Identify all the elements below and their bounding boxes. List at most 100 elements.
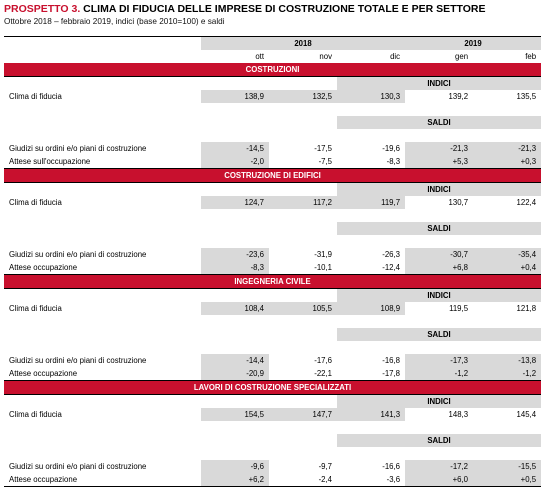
section-header-row: LAVORI DI COSTRUZIONE SPECIALIZZATI (4, 380, 542, 395)
value-cell: 135,5 (473, 90, 542, 103)
confidence-table: 2018 2019 ott nov dic gen feb COSTRUZIONI INDICI… (4, 36, 542, 487)
table-row: Clima di fiducia 138,9 132,5 130,3 139,2 135,… (4, 90, 542, 103)
blank-cell (201, 77, 269, 91)
value-cell: -20,9 (201, 367, 269, 381)
saldi-label: SALDI (337, 434, 542, 447)
table-row: Attese occupazione -20,9 -22,1 -17,8 -1,2 -1,… (4, 367, 542, 381)
indici-label: INDICI (337, 182, 542, 196)
blank-cell (4, 77, 201, 91)
year-header-row: 2018 2019 (4, 36, 542, 50)
blank-cell (201, 434, 269, 447)
spacer-cell (4, 447, 541, 460)
blank-cell (4, 289, 201, 303)
month-header: nov (319, 52, 332, 61)
table-row: Giudizi su ordini e/o piani di costruzio… (4, 142, 542, 155)
value-cell: +0,3 (473, 155, 542, 169)
value-cell: 145,4 (473, 408, 542, 421)
blank-cell (201, 289, 269, 303)
value-cell: -21,3 (405, 142, 474, 155)
spacer-row (4, 129, 541, 142)
blank-cell (4, 328, 201, 341)
table-row: Clima di fiducia 108,4 105,5 108,9 119,5 121,… (4, 302, 542, 315)
blank-cell (269, 116, 337, 129)
row-label: Attese occupazione (4, 261, 201, 275)
spacer-row (4, 315, 541, 328)
value-cell: -16,8 (337, 354, 406, 367)
value-cell: -9,7 (269, 460, 337, 473)
indici-label: INDICI (337, 76, 542, 90)
spacer-cell (4, 341, 541, 354)
value-cell: +0,5 (473, 473, 542, 487)
row-label: Attese occupazione (4, 367, 201, 381)
value-cell: -8,3 (337, 155, 406, 169)
spacer-row (4, 341, 541, 354)
saldi-label: SALDI (337, 116, 542, 129)
blank-cell (4, 116, 201, 129)
value-cell: +5,3 (405, 155, 474, 169)
indici-row: INDICI (4, 182, 542, 197)
title-lead: PROSPETTO 3. (4, 3, 81, 15)
value-cell: 154,5 (201, 408, 269, 421)
saldi-row: SALDI (4, 434, 542, 447)
section-header-row: COSTRUZIONE DI EDIFICI (4, 168, 542, 183)
blank-cell (269, 222, 337, 235)
blank-cell (4, 434, 201, 447)
value-cell: -2,0 (201, 155, 269, 169)
blank-cell (269, 395, 337, 409)
row-label: Clima di fiducia (9, 304, 62, 313)
value-cell: 148,3 (405, 408, 474, 421)
year-header: 2019 (405, 36, 542, 50)
value-cell: -23,6 (201, 248, 269, 261)
month-header-blank (4, 50, 201, 63)
value-cell: -7,5 (269, 155, 337, 169)
value-cell: +0,4 (473, 261, 542, 275)
value-cell: -1,2 (405, 367, 474, 381)
title-rest: CLIMA DI FIDUCIA DELLE IMPRESE DI COSTRU… (80, 3, 486, 15)
blank-cell (269, 183, 337, 197)
month-header-row: ott nov dic gen feb (4, 50, 541, 63)
blank-cell (201, 328, 269, 341)
spacer-cell (4, 209, 541, 222)
value-cell: 130,7 (405, 196, 474, 209)
year-header-blank (4, 36, 201, 50)
spacer-row (4, 103, 541, 116)
saldi-row: SALDI (4, 328, 542, 341)
row-label: Clima di fiducia (9, 198, 62, 207)
value-cell: -10,1 (269, 261, 337, 275)
saldi-label: SALDI (337, 222, 542, 235)
value-cell: -14,4 (201, 354, 269, 367)
section-title: INGEGNERIA CIVILE (4, 274, 542, 289)
section-title: COSTRUZIONI (4, 63, 542, 77)
value-cell: 105,5 (269, 302, 337, 315)
indici-label: INDICI (337, 394, 542, 408)
year-header: 2018 (201, 36, 406, 50)
value-cell: -22,1 (269, 367, 337, 381)
section-title: COSTRUZIONE DI EDIFICI (4, 168, 542, 183)
saldi-row: SALDI (4, 222, 542, 235)
value-cell: 132,5 (269, 90, 337, 103)
value-cell: -30,7 (405, 248, 474, 261)
blank-cell (4, 183, 201, 197)
value-cell: -17,3 (405, 354, 474, 367)
row-label: Attese occupazione (4, 473, 201, 487)
value-cell: +6,2 (201, 473, 269, 487)
blank-cell (201, 222, 269, 235)
value-cell: 119,5 (405, 302, 474, 315)
value-cell: -16,6 (337, 460, 406, 473)
blank-cell (4, 395, 201, 409)
value-cell: +6,8 (405, 261, 474, 275)
report-title: PROSPETTO 3. CLIMA DI FIDUCIA DELLE IMPR… (4, 3, 486, 15)
indici-row: INDICI (4, 394, 542, 409)
value-cell: -19,6 (337, 142, 406, 155)
value-cell: -14,5 (201, 142, 269, 155)
value-cell: -17,6 (269, 354, 337, 367)
value-cell: -2,4 (269, 473, 337, 487)
month-header: ott (255, 52, 264, 61)
row-label: Clima di fiducia (9, 410, 62, 419)
value-cell: -26,3 (337, 248, 406, 261)
value-cell: -1,2 (473, 367, 542, 381)
row-label: Clima di fiducia (9, 92, 62, 101)
indici-label: INDICI (337, 288, 542, 302)
month-header: feb (525, 52, 537, 61)
value-cell: 119,7 (337, 196, 406, 209)
